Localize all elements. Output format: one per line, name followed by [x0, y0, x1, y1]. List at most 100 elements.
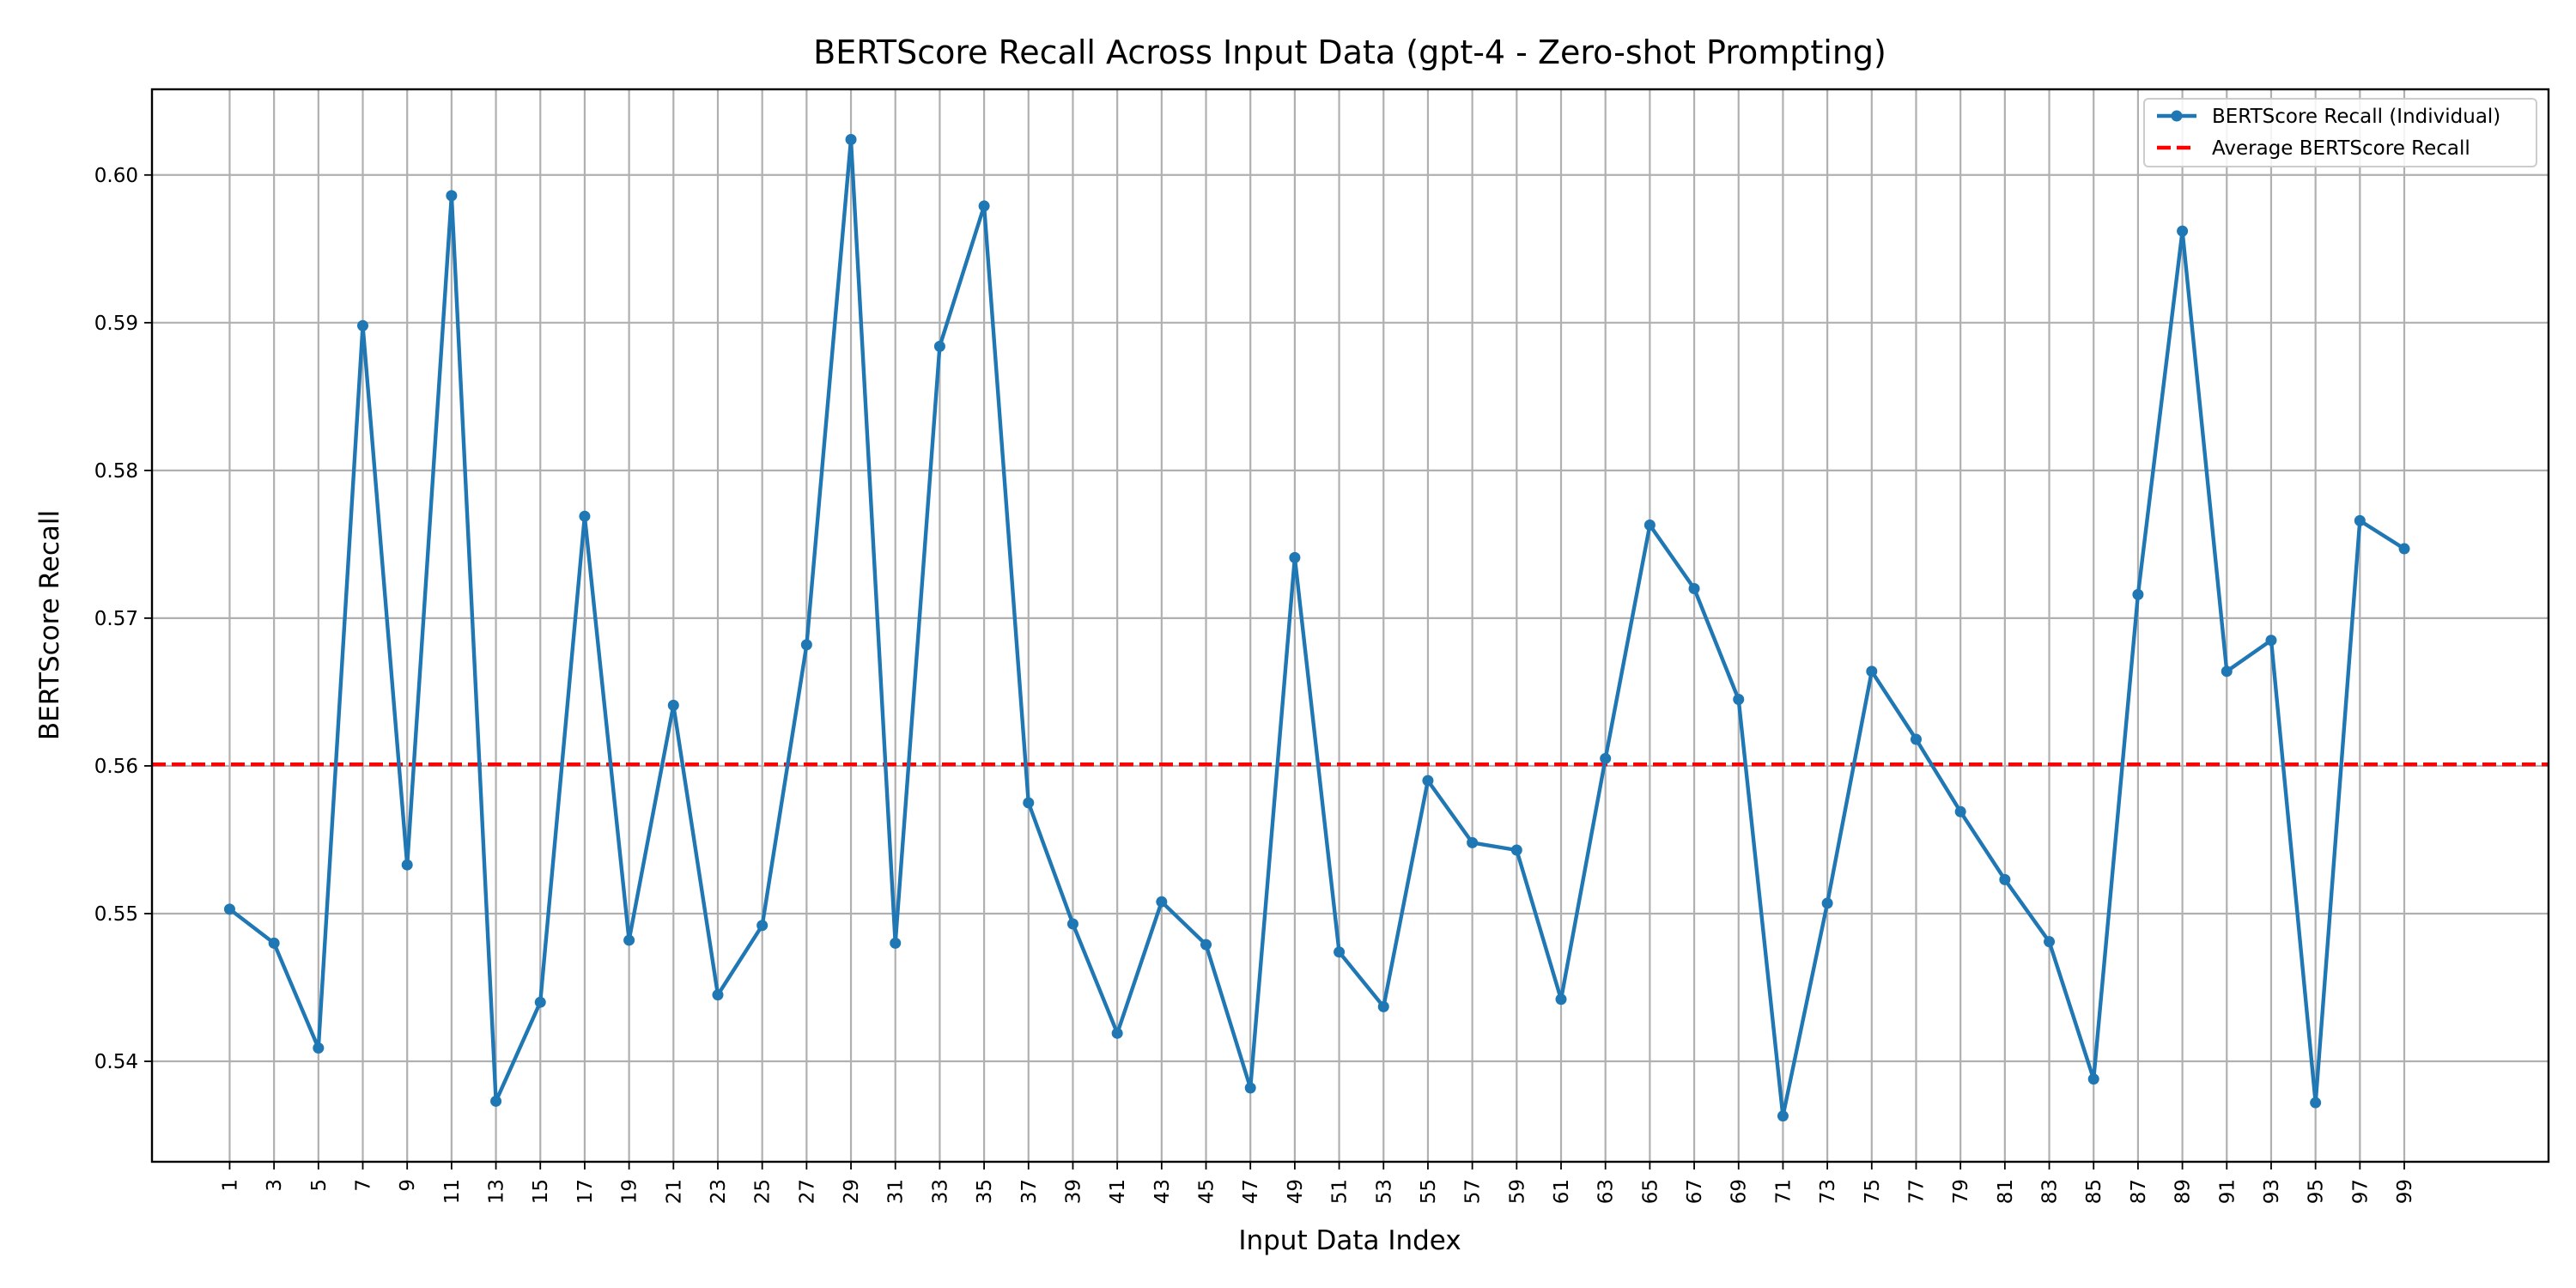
x-tick-label: 79 [1950, 1179, 1972, 1204]
axes [150, 88, 2550, 1163]
x-tick-label: 5 [308, 1179, 331, 1192]
data-point [401, 859, 413, 871]
x-tick-label: 55 [1418, 1179, 1440, 1204]
x-tick-label: 39 [1062, 1179, 1084, 1204]
x-tick-label: 13 [486, 1179, 508, 1204]
data-point [357, 319, 369, 331]
data-point [2398, 543, 2410, 555]
data-point [2044, 936, 2056, 948]
data-point [313, 1042, 325, 1054]
x-tick-label: 81 [1995, 1179, 2017, 1204]
data-point [1866, 665, 1878, 677]
x-tick-label: 63 [1595, 1179, 1618, 1204]
data-point [268, 937, 280, 949]
y-tick-label: 0.59 [94, 313, 138, 335]
data-point [1555, 993, 1567, 1005]
data-point [1111, 1027, 1123, 1039]
data-point [534, 996, 546, 1008]
chart-title: BERTScore Recall Across Input Data (gpt-… [813, 33, 1886, 71]
data-point [1467, 836, 1479, 848]
x-tick-label: 9 [397, 1179, 419, 1192]
data-point [1954, 805, 1966, 817]
x-tick-label: 61 [1551, 1179, 1573, 1204]
recall-series-line [228, 137, 2406, 1118]
x-tick-label: 29 [841, 1179, 863, 1204]
legend: BERTScore Recall (Individual) Average BE… [2143, 98, 2537, 167]
x-axis-ticks: 1 3 5 7 9 11 13 15 17 19 21 23 25 27 29 31 33 35 37 39 41 43 4… [219, 1162, 2416, 1204]
plot-frame [150, 88, 2550, 1163]
series-layer [223, 133, 2410, 1122]
x-tick-label: 77 [1905, 1179, 1928, 1204]
data-point [623, 934, 635, 946]
x-tick-label: 17 [574, 1179, 597, 1204]
data-point [845, 133, 857, 145]
x-tick-label: 93 [2261, 1179, 2283, 1204]
x-tick-label: 1 [219, 1179, 241, 1192]
x-tick-label: 43 [1151, 1179, 1174, 1204]
x-tick-label: 31 [885, 1179, 908, 1204]
grid-lines [152, 89, 2549, 1162]
legend-label-individual: BERTScore Recall (Individual) [2212, 106, 2500, 128]
data-point [2087, 1073, 2099, 1085]
data-point [1200, 939, 1212, 951]
data-point [978, 200, 990, 212]
x-tick-label: 19 [619, 1179, 641, 1204]
y-tick-label: 0.56 [94, 756, 138, 778]
data-point [1289, 551, 1301, 563]
data-point [1733, 694, 1745, 706]
x-tick-label: 73 [1817, 1179, 1839, 1204]
x-tick-label: 49 [1285, 1179, 1307, 1204]
data-point [1066, 918, 1078, 930]
data-point [890, 937, 902, 949]
y-axis-label: BERTScore Recall [34, 510, 65, 740]
x-tick-label: 25 [752, 1179, 775, 1204]
legend-box [2143, 98, 2537, 167]
x-tick-label: 27 [796, 1179, 818, 1204]
data-point [1821, 897, 1833, 909]
data-point [1643, 519, 1656, 532]
x-tick-label: 87 [2128, 1179, 2150, 1204]
data-point [1600, 752, 1612, 764]
x-tick-label: 99 [2394, 1179, 2416, 1204]
x-tick-label: 15 [530, 1179, 552, 1204]
data-point [2310, 1097, 2322, 1109]
data-point [1156, 896, 1168, 908]
y-axis-ticks: 0.54 0.55 0.56 0.57 0.58 0.59 0.60 [94, 165, 152, 1073]
x-tick-label: 35 [974, 1179, 996, 1204]
x-tick-label: 47 [1240, 1179, 1262, 1204]
x-tick-label: 75 [1862, 1179, 1884, 1204]
data-point [2132, 588, 2144, 600]
x-tick-label: 57 [1462, 1179, 1485, 1204]
x-tick-label: 51 [1329, 1179, 1352, 1204]
y-tick-label: 0.54 [94, 1051, 138, 1073]
x-tick-label: 3 [264, 1179, 286, 1192]
data-point [667, 699, 679, 711]
data-point [490, 1095, 502, 1107]
data-point [1999, 873, 2011, 885]
data-point [579, 510, 591, 522]
x-axis-label: Input Data Index [1238, 1225, 1461, 1256]
x-tick-label: 33 [929, 1179, 951, 1204]
x-tick-label: 23 [708, 1179, 730, 1204]
x-tick-label: 71 [1772, 1179, 1795, 1204]
x-tick-label: 65 [1639, 1179, 1662, 1204]
data-point [800, 639, 812, 651]
data-point [712, 989, 724, 1001]
x-tick-label: 41 [1107, 1179, 1129, 1204]
x-tick-label: 45 [1196, 1179, 1218, 1204]
data-point [1244, 1082, 1256, 1094]
x-tick-label: 97 [2349, 1179, 2372, 1204]
x-tick-label: 7 [353, 1179, 375, 1192]
data-point [1334, 946, 1346, 958]
x-tick-label: 95 [2306, 1179, 2328, 1204]
data-point [933, 340, 945, 352]
data-point [1910, 733, 1922, 745]
legend-dot-individual [2171, 110, 2183, 122]
data-point [2265, 635, 2277, 647]
data-point [2177, 225, 2189, 237]
y-tick-label: 0.60 [94, 165, 138, 187]
x-tick-label: 53 [1373, 1179, 1395, 1204]
data-point [1777, 1110, 1789, 1122]
x-tick-label: 37 [1018, 1179, 1041, 1204]
